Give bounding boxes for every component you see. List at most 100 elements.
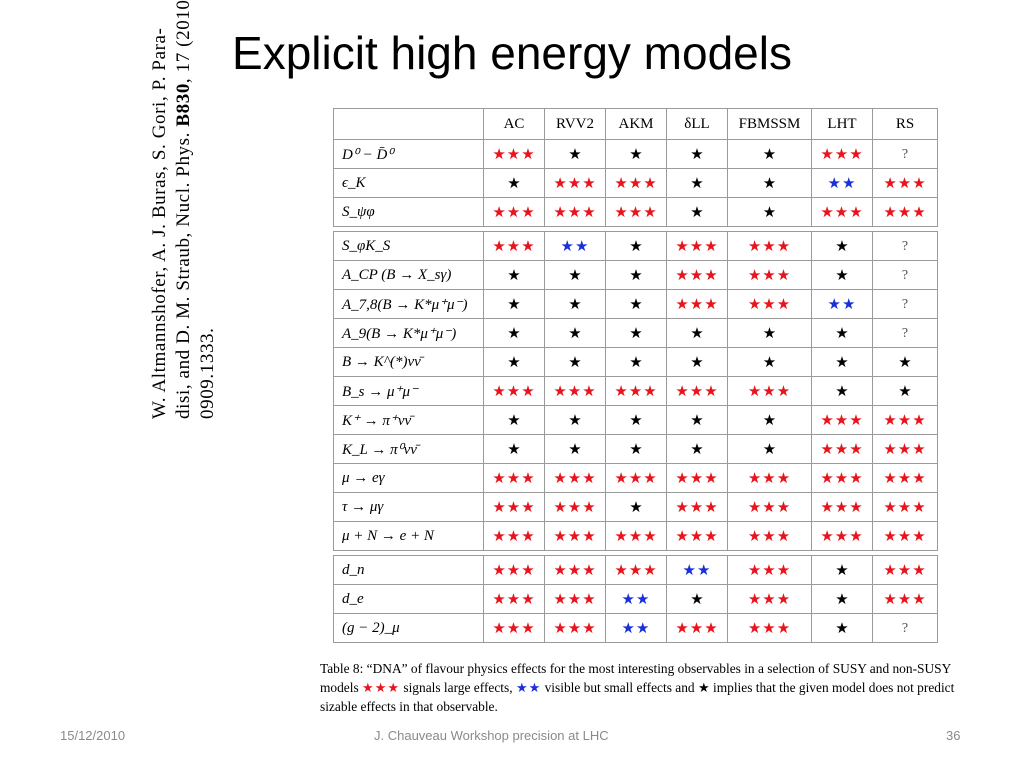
table-row: ϵ_K ★ ★★★ ★★★ ★ ★ ★★ ★★★ [333,168,938,198]
table-row: A_9(B → K*μ⁺μ⁻) ★ ★ ★ ★ ★ ★? [333,318,938,348]
star-icon: ★ [762,325,777,342]
star-icon: ★★★ [553,499,597,516]
star-icon: ★★★ [614,562,658,579]
rating-cell: ★ [544,139,606,169]
table-caption: Table 8: “DNA” of flavour physics effect… [320,659,960,716]
rating-cell: ★★★ [666,463,728,493]
observable-label: A_CP (B → X_sγ) [333,260,484,290]
rating-cell: ★★★ [727,289,812,319]
star-icon: ★★★ [747,620,792,637]
caption-blue-stars: ★★ [515,680,542,695]
star-icon: ★★ [621,620,651,637]
rating-cell: ★ [811,260,873,290]
rating-cell: ★★ [811,168,873,198]
rating-cell: ★ [605,231,667,261]
table-header-row: AC RVV2 AKM δLL FBMSSM LHT RS [333,108,938,140]
observable-label: B → K^(*)νν̄ [333,347,484,377]
rating-cell: ★★★ [727,613,812,643]
star-icon: ★ [629,267,643,284]
rating-cell: ★★★ [811,197,873,227]
rating-cell: ★★★ [727,376,812,406]
star-icon: ★ [568,267,582,284]
rating-cell: ★★★ [544,463,606,493]
rating-cell: ★★★ [872,463,938,493]
star-icon: ★★ [827,175,857,192]
rating-cell: ★★ [811,289,873,319]
star-icon: ★★★ [883,591,927,608]
star-icon: ★★★ [747,528,792,545]
citation-line-3: 0909.1333. [197,327,218,420]
footer-date: 15/12/2010 [60,728,126,743]
observable-label: A_7,8(B → K*μ⁺μ⁻) [333,289,484,319]
rating-cell: ★ [605,405,667,435]
star-icon: ★★★ [553,591,597,608]
star-icon: ★★★ [747,499,792,516]
star-icon: ★ [629,354,643,371]
rating-cell: ★★★ [727,521,812,551]
dna-table: AC RVV2 AKM δLL FBMSSM LHT RS D⁰ − D̄⁰ ★★★ ★ ★ ★ ★ ★… [333,108,938,643]
star-icon: ★ [762,204,777,221]
rating-cell: ★★★ [727,492,812,522]
rating-cell: ★★★ [872,555,938,585]
rating-cell: ★ [666,347,728,377]
rating-cell: ★★★ [483,197,545,227]
rating-cell: ★ [811,555,873,585]
unknown-mark: ? [901,620,909,636]
rating-cell: ★ [483,168,545,198]
caption-black-star: ★ [697,680,710,695]
caption-text-3: visible but small effects and [544,680,695,695]
star-icon: ★ [690,412,704,429]
star-icon: ★★★ [492,238,536,255]
rating-cell: ★ [666,197,728,227]
rating-cell: ★★★ [605,555,667,585]
rating-cell: ★★★ [666,231,728,261]
star-icon: ★ [507,175,521,192]
star-icon: ★ [690,354,704,371]
unknown-mark: ? [901,146,909,162]
rating-cell: ★ [811,584,873,614]
star-icon: ★★ [827,296,857,313]
star-icon: ★ [568,354,582,371]
star-icon: ★ [835,238,849,255]
star-icon: ★★★ [553,620,597,637]
star-icon: ★ [762,354,777,371]
observable-label: S_ψφ [333,197,484,227]
star-icon: ★★★ [675,470,719,487]
rating-cell: ★ [666,139,728,169]
star-icon: ★★★ [553,470,597,487]
rating-cell: ★★★ [544,492,606,522]
star-icon: ★ [507,325,521,342]
rating-cell: ★★★ [483,463,545,493]
column-header: FBMSSM [727,108,812,140]
rating-cell: ★★★ [605,168,667,198]
star-icon: ★ [629,296,643,313]
table-body: D⁰ − D̄⁰ ★★★ ★ ★ ★ ★ ★★★? ϵ_K ★ ★★★ ★★★ ★ ★ ★★ ★★★ S_ψφ… [333,139,938,643]
star-icon: ★ [629,325,643,342]
star-icon: ★ [629,441,643,458]
rating-cell: ★ [872,376,938,406]
rating-cell: ★ [483,318,545,348]
star-icon: ★ [762,175,777,192]
star-icon: ★ [507,412,521,429]
column-header: RS [872,108,938,140]
header-corner [333,108,484,140]
rating-cell: ★★★ [727,231,812,261]
rating-cell: ★★★ [544,584,606,614]
rating-cell: ★ [483,260,545,290]
star-icon: ★ [690,175,704,192]
rating-cell: ★★★ [483,376,545,406]
star-icon: ★★★ [747,296,792,313]
rating-cell: ★ [811,231,873,261]
table-row: K⁺ → π⁺νν̄ ★ ★ ★ ★ ★ ★★★ ★★★ [333,405,938,435]
star-icon: ★★★ [492,470,536,487]
rating-cell: ★★★ [483,139,545,169]
rating-cell: ★★★ [544,376,606,406]
star-icon: ★★★ [492,562,536,579]
rating-cell: ★★★ [666,376,728,406]
rating-cell: ★★★ [666,260,728,290]
footer-page-number: 36 [946,728,961,743]
rating-cell: ? [872,260,938,290]
rating-cell: ★★★ [483,492,545,522]
rating-cell: ★ [811,347,873,377]
rating-cell: ★★ [544,231,606,261]
